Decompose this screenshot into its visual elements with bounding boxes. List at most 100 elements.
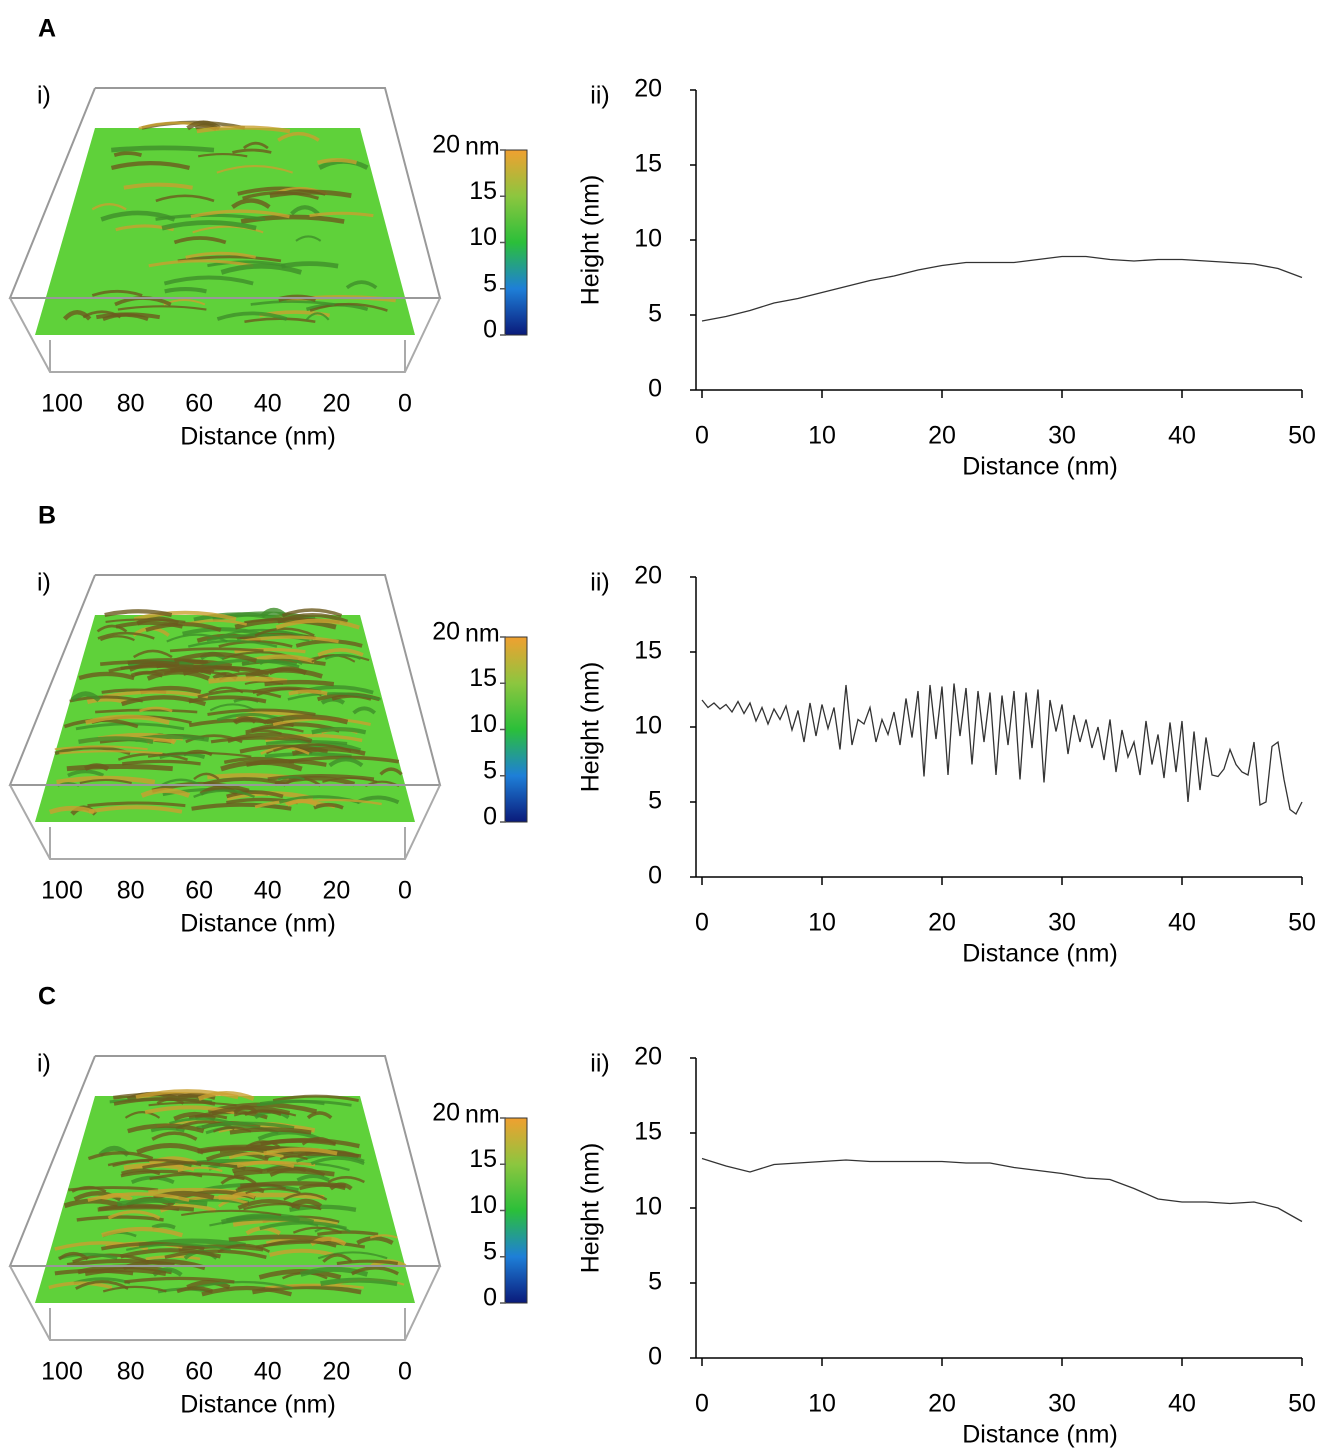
surface-ridge (85, 714, 170, 725)
surface-ridge (351, 1266, 399, 1276)
surface-ridge (301, 1136, 336, 1146)
surface-ridge (317, 1251, 388, 1260)
surface-ridge (257, 1130, 320, 1141)
surface-ridge (133, 610, 237, 621)
surface-ridge (233, 1168, 335, 1177)
surface-ridge (121, 695, 207, 707)
surface-ridge (309, 211, 374, 218)
surface-ridge (207, 708, 316, 716)
surface-ridge (240, 214, 345, 224)
box-frame (9, 297, 441, 373)
surface-ridge (207, 260, 286, 268)
surface-ridge (281, 608, 343, 618)
surface-ridge (117, 752, 188, 761)
surface-ridge (290, 205, 320, 216)
surface-ridge (245, 729, 282, 735)
box-frame (9, 1265, 441, 1341)
x-tick-label: 50 (1288, 1390, 1316, 1418)
surface-ridge (283, 1152, 362, 1158)
surface-ridge (78, 736, 154, 744)
surface-ridge (236, 1160, 295, 1168)
colorbar (504, 1117, 528, 1304)
surface-ridge (288, 689, 328, 696)
surface-ridge (101, 1226, 183, 1238)
x-tick-label: 20 (322, 390, 350, 418)
colorbar-unit: nm (465, 133, 500, 161)
surface-ridge (220, 263, 302, 275)
surface-ridge (265, 714, 349, 725)
x-tick-label: 100 (41, 877, 83, 905)
surface-ridge (128, 662, 181, 672)
surface-ridge (208, 676, 288, 684)
y-axis-label: Height (nm) (577, 1143, 605, 1274)
x-tick-label: 20 (928, 422, 956, 450)
surface-ridge (356, 1236, 394, 1245)
x-axis-label: Distance (nm) (180, 1391, 336, 1419)
surface-ridge (233, 1110, 297, 1117)
surface-ridge (148, 259, 254, 268)
colorbar (504, 636, 528, 823)
colorbar-tick-label: 15 (469, 1145, 497, 1173)
surface-ridge (88, 805, 183, 814)
data-line (701, 255, 1303, 322)
panel-label: i) (37, 569, 51, 597)
y-tick-label: 10 (634, 1193, 662, 1221)
surface-ridge (132, 649, 173, 659)
surface-ridge (186, 1279, 231, 1290)
surface-ridge (296, 1174, 330, 1182)
y-axis-label: Height (nm) (577, 175, 605, 306)
surface-ridge (120, 1169, 203, 1178)
surface-ridge (193, 772, 220, 781)
colorbar-tick-label: 20 (432, 131, 460, 159)
surface-ridge (231, 1191, 256, 1199)
y-tick-label: 20 (634, 562, 662, 590)
surface-ridge (272, 1094, 359, 1102)
surface-ridge (87, 1151, 154, 1161)
surface-ridge (217, 1243, 271, 1253)
surface-ridge (305, 312, 330, 321)
x-tick-label: 40 (1168, 1390, 1196, 1418)
surface-ridge (70, 691, 101, 702)
surface-ridge (234, 716, 268, 725)
surface-ridge (254, 627, 315, 637)
surface-ridge (245, 726, 304, 733)
surface-ridge (71, 1185, 107, 1193)
surface-ridge (306, 1111, 333, 1120)
box-frame (9, 784, 441, 860)
x-tick-label: 40 (254, 390, 282, 418)
surface-ridge (246, 759, 327, 767)
surface-ridge (178, 1244, 264, 1252)
surface-ridge (124, 1276, 235, 1284)
surface-ridge (151, 1223, 176, 1230)
surface-ridge (148, 1101, 237, 1107)
surface-ridge (147, 751, 252, 758)
surface-ridge (193, 612, 284, 622)
x-tick-label: 10 (808, 1390, 836, 1418)
x-tick-label: 0 (695, 909, 709, 937)
y-tick-label: 0 (648, 1343, 662, 1371)
surface-ridge (113, 151, 143, 158)
surface-ridge (136, 1143, 205, 1155)
surface-ridge (316, 158, 358, 165)
x-tick-label: 20 (322, 877, 350, 905)
surface-ridge (76, 1215, 164, 1222)
surface-ridge (123, 182, 193, 190)
x-tick-label: 50 (1288, 909, 1316, 937)
x-tick-label: 60 (185, 1358, 213, 1386)
surface-ridge (97, 1205, 195, 1212)
surface-ridge (352, 706, 377, 715)
surface-ridge (220, 1213, 315, 1225)
colorbar-unit: nm (465, 620, 500, 648)
x-tick-label: 80 (117, 877, 145, 905)
surface-image (8, 574, 442, 860)
surface-ridge (277, 131, 320, 142)
surface-ridge (62, 309, 92, 321)
surface-ridge (86, 697, 127, 705)
y-axis-label: Height (nm) (577, 662, 605, 793)
surface-ridge (197, 1090, 255, 1101)
surface-ridge (182, 665, 270, 676)
y-tick-label: 15 (634, 637, 662, 665)
data-line (701, 683, 1303, 815)
x-tick-label: 40 (254, 877, 282, 905)
panel-letter: C (38, 983, 56, 1011)
